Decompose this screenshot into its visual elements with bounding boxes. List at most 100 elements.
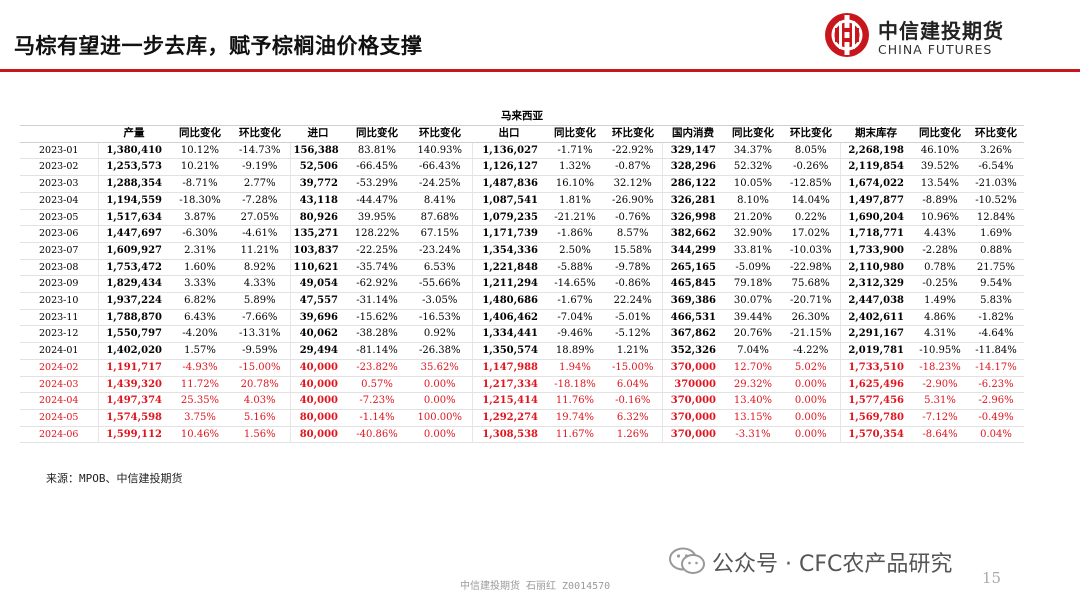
table-cell: 1,829,434 (97, 275, 170, 294)
row-date-cell: 2023-11 (20, 309, 98, 327)
table-cell: -0.86% (604, 275, 662, 294)
watermark-text: 公众号 · CFC农产品研究 (712, 552, 953, 577)
table-cell: 67.15% (408, 225, 472, 243)
table-cell: 39,772 (289, 175, 346, 193)
table-cell: -21.21% (546, 209, 604, 227)
table-cell: 0.00% (782, 409, 840, 427)
column-header: 期末库存 (840, 125, 912, 143)
table-cell: -5.01% (604, 309, 662, 327)
table-cell: 2,019,781 (839, 342, 912, 360)
table-cell: 1,447,697 (97, 225, 170, 243)
table-cell: -23.24% (408, 242, 472, 260)
table-cell: 367,862 (661, 325, 724, 344)
table-cell: 1.81% (546, 192, 604, 210)
column-header: 进口 (290, 125, 346, 143)
slide-header: 马棕有望进一步去库，赋予棕榈油价格支撑 中信建投期货 CHINA FUTURES (0, 0, 1080, 72)
table-cell: -7.12% (912, 409, 968, 427)
citic-logo-icon (825, 13, 869, 57)
table-cell: 0.00% (408, 376, 472, 394)
table-cell: -1.86% (546, 225, 604, 243)
table-caption: 马来西亚 (20, 108, 1024, 126)
table-cell: -7.66% (230, 309, 290, 327)
table-cell: 0.22% (782, 209, 840, 227)
table-cell: 87.68% (408, 209, 472, 227)
column-header: 环比变化 (782, 125, 840, 143)
table-cell: -11.84% (968, 342, 1024, 360)
row-date-cell: 2023-02 (20, 158, 98, 177)
table-cell: 4.43% (912, 225, 968, 243)
table-cell: -0.16% (604, 392, 662, 410)
table-cell: -1.82% (968, 309, 1024, 327)
table-cell: 13.40% (724, 392, 782, 410)
table-cell: -1.14% (346, 409, 408, 427)
company-logo: 中信建投期货 CHINA FUTURES (818, 12, 1048, 62)
table-cell: 1.56% (230, 426, 290, 444)
table-body: 2023-01 1,380,410 10.12% -14.73% 156,388 83.8… (20, 142, 1024, 444)
row-date-cell: 2023-12 (20, 325, 98, 344)
table-cell: 1,194,559 (97, 192, 170, 210)
table-cell: 5.02% (782, 359, 840, 377)
row-date-cell: 2023-06 (20, 225, 98, 243)
row-date-cell: 2023-01 (20, 142, 98, 160)
table-cell: -44.47% (346, 192, 408, 210)
table-cell: 2,291,167 (839, 325, 912, 344)
table-cell: 13.15% (724, 409, 782, 427)
table-cell: -5.88% (546, 259, 604, 277)
table-caption-row: 马来西亚 (20, 108, 1024, 126)
table-cell: 40,062 (289, 325, 346, 344)
table-row-forecast: 2024-06 1,599,112 10.46% 1.56% 80,000 -40.86%… (20, 426, 1024, 444)
table-cell: -81.14% (346, 342, 408, 360)
column-header: 产量 (98, 125, 170, 143)
table-cell: 0.92% (408, 325, 472, 344)
table-row-forecast: 2024-04 1,497,374 25.35% 4.03% 40,000 -7.23% 0… (20, 392, 1024, 410)
wechat-icon (669, 547, 705, 574)
table-cell: -9.59% (230, 342, 290, 360)
table-cell: 1,402,020 (97, 342, 170, 360)
table-cell: 1,480,686 (471, 292, 546, 310)
table-cell: 1,292,274 (471, 409, 546, 427)
table-cell: 329,147 (661, 142, 724, 160)
table-cell: 4.31% (912, 325, 968, 344)
table-cell: -66.43% (408, 158, 472, 177)
table-cell: 12.84% (968, 209, 1024, 227)
malaysia-balance-table: 马来西亚 产量 同比变化 环比变化 进口 同比变化 环比变化 出口 同比变化 环比变化 国内消费同… (20, 108, 1024, 444)
table-cell: 29.32% (724, 376, 782, 394)
table-cell: -3.05% (408, 292, 472, 310)
table-cell: 11.72% (170, 376, 230, 394)
table-cell: 370000 (661, 376, 724, 394)
table-cell: -0.87% (604, 158, 662, 177)
table-cell: 5.83% (968, 292, 1024, 310)
table-cell: 0.00% (782, 426, 840, 444)
table-cell: -9.46% (546, 325, 604, 344)
table-cell: 18.89% (546, 342, 604, 360)
table-row: 2023-10 1,937,224 6.82% 5.89% 47,557 -31.14% -… (20, 292, 1024, 310)
table-row: 2023-02 1,253,573 10.21% -9.19% 52,506 -66.45… (20, 158, 1024, 177)
table-cell: 39.44% (724, 309, 782, 327)
table-cell: 34.37% (724, 142, 782, 160)
logo-english-name: CHINA FUTURES (878, 42, 993, 57)
table-cell: 33.81% (724, 242, 782, 260)
table-cell: 40,000 (289, 359, 346, 377)
table-row: 2023-11 1,788,870 6.43% -7.66% 39,696 -15.62%… (20, 309, 1024, 327)
table-cell: 20.76% (724, 325, 782, 344)
table-cell: 43,118 (289, 192, 346, 210)
table-cell: 1,733,510 (839, 359, 912, 377)
table-cell: 21.75% (968, 259, 1024, 277)
table-cell: -5.09% (724, 259, 782, 277)
table-cell: 2,119,854 (839, 158, 912, 177)
table-cell: 2,447,038 (839, 292, 912, 310)
table-cell: 20.78% (230, 376, 290, 394)
table-cell: -2.96% (968, 392, 1024, 410)
table-cell: 11.21% (230, 242, 290, 260)
table-cell: 2,110,980 (839, 259, 912, 277)
table-cell: 1,191,717 (97, 359, 170, 377)
table-cell: -15.00% (604, 359, 662, 377)
table-cell: 39.52% (912, 158, 968, 177)
table-cell: 1,439,320 (97, 376, 170, 394)
table-cell: 0.00% (408, 392, 472, 410)
table-cell: 6.53% (408, 259, 472, 277)
table-cell: 0.78% (912, 259, 968, 277)
table-cell: 135,271 (289, 225, 346, 243)
table-cell: 1,487,836 (471, 175, 546, 193)
table-cell: -1.71% (546, 142, 604, 160)
